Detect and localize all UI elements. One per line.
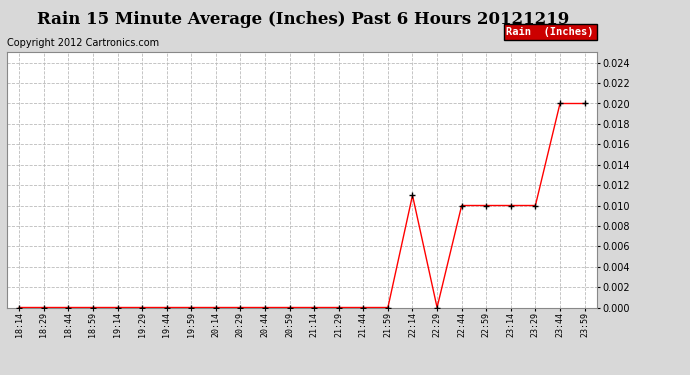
Text: Rain 15 Minute Average (Inches) Past 6 Hours 20121219: Rain 15 Minute Average (Inches) Past 6 H… (37, 11, 570, 28)
Text: Rain  (Inches): Rain (Inches) (506, 27, 594, 37)
Text: Copyright 2012 Cartronics.com: Copyright 2012 Cartronics.com (7, 38, 159, 48)
